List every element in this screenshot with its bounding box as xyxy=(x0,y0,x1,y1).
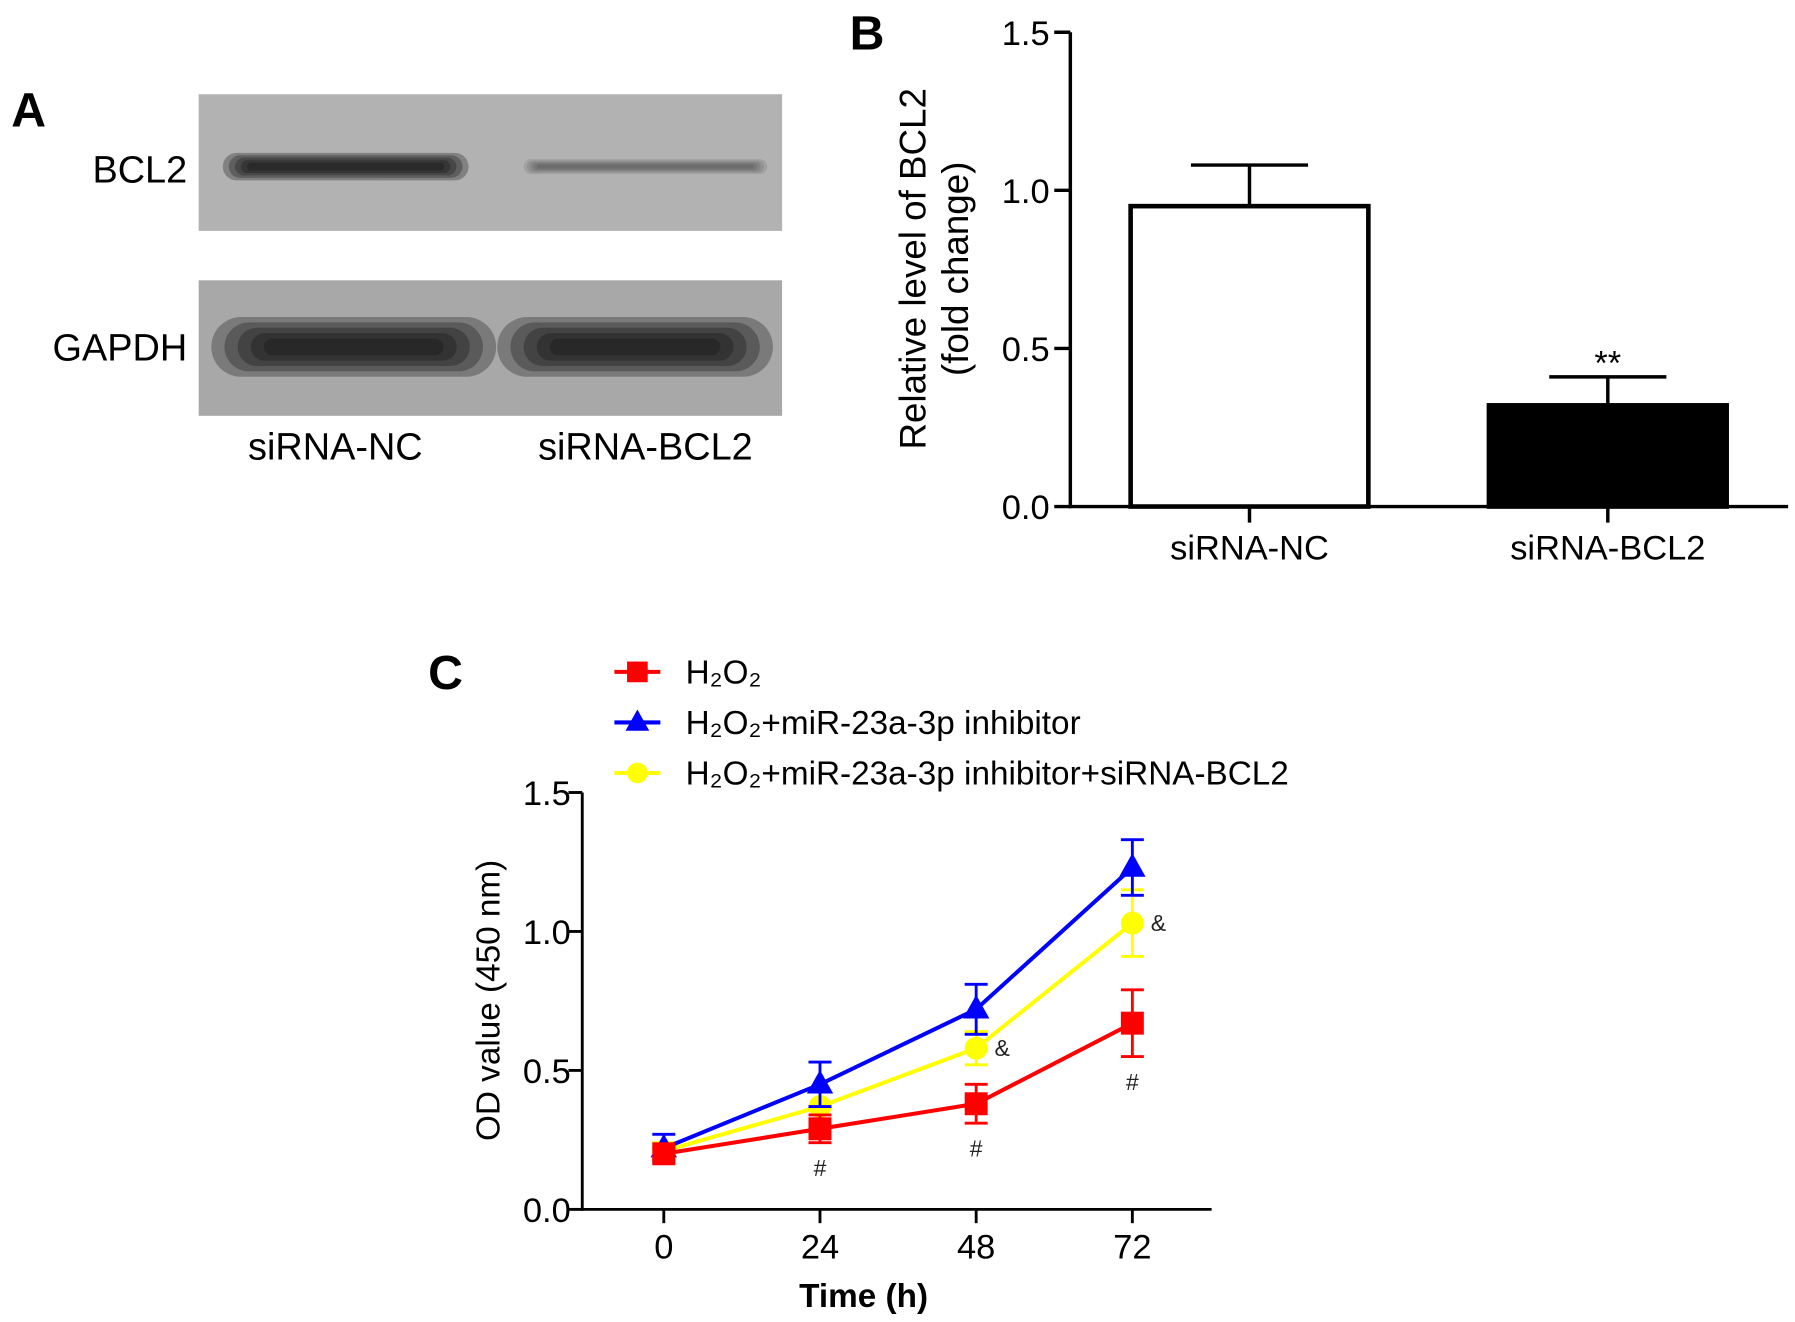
series-2-annotation: & xyxy=(995,1035,1010,1061)
series-0-data-point xyxy=(1120,1011,1144,1035)
panel-c-line-chart: C H₂O₂ H₂O₂+miR-23a-3p inhibitor H₂O₂+miR-… xyxy=(428,646,1289,1315)
blot-band-layer xyxy=(549,338,721,356)
line-chart-legend: H₂O₂ H₂O₂+miR-23a-3p inhibitor H₂O₂+miR-23… xyxy=(614,654,1289,792)
blot-band-layer xyxy=(222,152,469,181)
y-tick-label: 1.0 xyxy=(523,914,571,952)
blot-band-layer xyxy=(510,322,760,372)
blot-band-layer xyxy=(237,327,470,367)
blot-row-label-bcl2: BCL2 xyxy=(92,150,187,192)
x-tick-label: 24 xyxy=(801,1229,839,1267)
x-tick-label: 72 xyxy=(1113,1229,1151,1267)
panel-b-bar-chart: B Relative level of BCL2 (fold change) s… xyxy=(850,6,1789,567)
series-0-data-point xyxy=(964,1092,988,1116)
series-0-data-point xyxy=(652,1142,676,1166)
x-tick-label: 48 xyxy=(957,1229,995,1267)
blot-band-layer xyxy=(247,162,445,171)
series-2-data-point xyxy=(1120,911,1144,935)
blot-band-layer xyxy=(263,338,444,356)
y-tick-label: 1.0 xyxy=(1002,173,1050,211)
blot-band-layer xyxy=(228,155,463,178)
panel-label-b: B xyxy=(850,6,885,60)
x-tick-label: 0 xyxy=(654,1229,673,1267)
legend-marker xyxy=(627,661,648,683)
blot-band-layer xyxy=(523,159,768,175)
legend-marker xyxy=(625,709,650,731)
blot-band-layer xyxy=(497,317,773,377)
blot-band-layer xyxy=(533,163,758,171)
blot-band-layer xyxy=(523,327,747,367)
blot-membranes xyxy=(198,94,783,416)
line-chart-y-axis-label: OD value (450 nm) xyxy=(471,860,508,1141)
blot-band-layer xyxy=(240,160,451,173)
y-tick-label: 0.5 xyxy=(1002,331,1050,369)
significance-mark-sirna-bcl2: ** xyxy=(1594,345,1621,383)
blot-row-label-gapdh: GAPDH xyxy=(52,328,187,370)
bar-sirna-bcl2 xyxy=(1486,403,1729,509)
series-0-annotation: # xyxy=(814,1155,827,1181)
y-tick-label: 1.5 xyxy=(1002,15,1050,53)
series-1-data-point xyxy=(1119,853,1146,877)
legend-item-2: H₂O₂+miR-23a-3p inhibitor+siRNA-BCL2 xyxy=(614,755,1289,792)
y-tick-label: 0.0 xyxy=(523,1192,571,1230)
series-0 xyxy=(652,988,1144,1166)
panel-label-c: C xyxy=(428,646,463,700)
blot-band-layer xyxy=(234,157,457,176)
blot-band-layer xyxy=(526,160,764,173)
bar-chart-y-axis-label-line-1: Relative level of BCL2 xyxy=(893,88,934,449)
series-1-data-point xyxy=(962,994,990,1019)
series-1-data-point xyxy=(806,1069,834,1094)
series-2-annotation: & xyxy=(1151,910,1166,936)
series-1-line xyxy=(663,866,1134,1151)
blot-band-layer xyxy=(536,164,755,169)
panel-a-western-blot: A BCL2 GAPDH siRNA-NC siRNA-BCL2 xyxy=(11,83,783,468)
blot-lane-label-sirna-bcl2: siRNA-BCL2 xyxy=(538,426,753,468)
blot-band-bcl2-sirna-bcl2 xyxy=(523,159,768,175)
blot-band-gapdh-sirna-bcl2 xyxy=(497,317,773,377)
blot-band-gapdh-sirna-nc xyxy=(211,317,497,377)
blot-lane-label-sirna-nc: siRNA-NC xyxy=(248,426,423,468)
y-tick-label: 1.5 xyxy=(523,775,571,813)
series-0-annotation: # xyxy=(970,1136,983,1162)
bar-chart-plot-area: siRNA-NC ** siRNA-BCL2 0.0 0.5 1.0 1.5 xyxy=(1002,15,1789,567)
blot-band-layer xyxy=(250,333,457,361)
blot-band-layer xyxy=(224,322,483,372)
blot-band-layer xyxy=(211,317,497,377)
legend-label: H₂O₂ xyxy=(686,654,762,691)
legend-item-0: H₂O₂ xyxy=(614,654,761,691)
legend-marker xyxy=(627,762,648,784)
y-tick-label: 0.5 xyxy=(523,1053,571,1091)
legend-label: H₂O₂+miR-23a-3p inhibitor+siRNA-BCL2 xyxy=(686,755,1289,792)
blot-band-bcl2-sirna-nc xyxy=(222,152,469,181)
blot-membrane-bcl2 xyxy=(198,94,783,231)
bar-sirna-nc xyxy=(1128,203,1371,509)
series-2-line xyxy=(663,921,1134,1153)
series-0-data-point xyxy=(808,1117,832,1141)
series-0-line xyxy=(663,1021,1134,1156)
blot-membrane-gapdh xyxy=(198,280,783,416)
series-0-annotation: # xyxy=(1126,1069,1139,1095)
blot-band-layer xyxy=(530,161,761,172)
series-2-data-point xyxy=(964,1036,988,1060)
y-tick-label: 0.0 xyxy=(1002,489,1050,527)
line-chart-plot-area: 0.0 0.5 1.0 1.5 0 24 48 72 # # # & & xyxy=(523,775,1212,1267)
legend-label: H₂O₂+miR-23a-3p inhibitor xyxy=(686,705,1081,742)
bar-chart-y-axis-label-line-2: (fold change) xyxy=(935,162,976,376)
line-chart-x-axis-label: Time (h) xyxy=(799,1278,928,1315)
blot-band-layer xyxy=(536,333,734,361)
series-1 xyxy=(650,838,1146,1164)
panel-label-a: A xyxy=(11,83,46,137)
legend-item-1: H₂O₂+miR-23a-3p inhibitor xyxy=(614,705,1081,742)
x-tick-label-sirna-nc: siRNA-NC xyxy=(1170,529,1329,567)
x-tick-label-sirna-bcl2: siRNA-BCL2 xyxy=(1510,529,1705,567)
